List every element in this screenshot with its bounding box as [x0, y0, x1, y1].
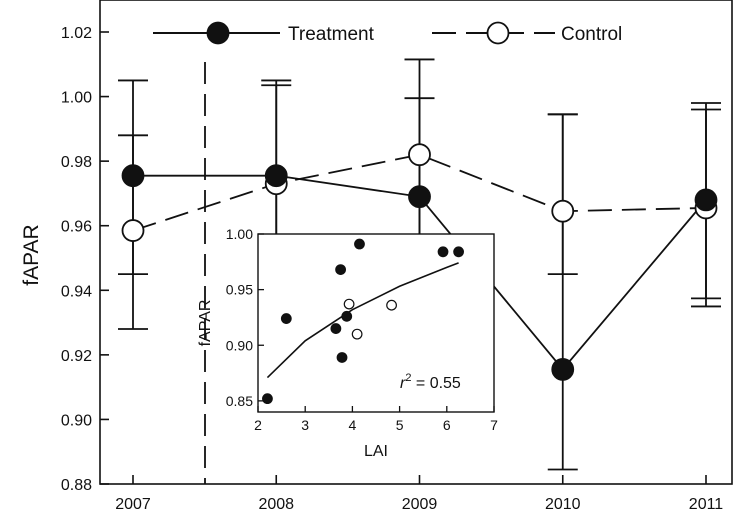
y-tick-label: 0.92	[61, 348, 92, 365]
main-axes: 0.88 0.90 0.92 0.94 0.96 0.98 1.00 1.02 2007 2008…	[61, 25, 723, 513]
x-tick-label: 2008	[258, 496, 294, 513]
inset-treatment-point	[453, 246, 465, 258]
legend: Treatment Control	[153, 21, 622, 45]
inset-r2-symbol: r	[400, 375, 406, 392]
legend-treatment-marker	[206, 21, 230, 45]
inset-points	[262, 238, 465, 405]
inset-control-point	[351, 328, 363, 340]
y-tick-label: 0.96	[61, 219, 92, 236]
inset-control-point	[386, 299, 397, 311]
control-point	[408, 143, 431, 167]
control-point	[121, 219, 145, 242]
treatment-point	[408, 185, 431, 209]
y-tick-label: 1.02	[61, 25, 92, 42]
treatment-point	[551, 357, 575, 381]
y-tick-label: 0.98	[61, 154, 92, 171]
inset-x-tick-label: 5	[396, 417, 404, 433]
inset-y-tick-label: 0.95	[226, 282, 253, 298]
treatment-point	[264, 164, 288, 188]
inset-treatment-point	[437, 246, 449, 258]
inset-treatment-point	[341, 310, 353, 322]
inset-x-tick-label: 4	[349, 417, 357, 433]
inset-treatment-point	[262, 393, 273, 405]
inset-control-point	[343, 298, 355, 310]
inset-treatment-point	[280, 313, 292, 324]
inset-y-tick-label: 1.00	[226, 226, 253, 242]
y-axis-title: fAPAR	[20, 224, 43, 285]
inset-r2-value: = 0.55	[411, 375, 460, 392]
inset-r2-exponent: 2	[405, 372, 411, 384]
inset-y-tick-label: 0.90	[226, 337, 253, 353]
x-tick-label: 2007	[115, 496, 151, 513]
inset-treatment-point	[330, 323, 342, 334]
treatment-point	[694, 188, 718, 212]
legend-control-label: Control	[561, 24, 622, 45]
x-tick-label: 2009	[402, 496, 438, 513]
inset-treatment-point	[335, 264, 347, 276]
control-point	[551, 199, 575, 223]
inset-fit-curve	[266, 262, 459, 379]
inset-x-axis-title: LAI	[364, 443, 388, 460]
x-tick-label: 2010	[545, 496, 581, 513]
y-tick-label: 1.00	[61, 90, 92, 107]
inset-y-axis-title: fAPAR	[197, 300, 214, 347]
y-tick-label: 0.88	[61, 477, 92, 494]
y-tick-label: 0.90	[61, 412, 92, 429]
x-tick-label: 2011	[689, 496, 724, 513]
control-series-line	[132, 153, 707, 232]
inset-x-tick-label: 3	[301, 417, 309, 433]
inset-frame	[257, 233, 495, 413]
main-plot-frame	[99, 0, 733, 485]
inset-x-tick-label: 6	[443, 417, 451, 433]
inset-y-tick-label: 0.85	[226, 393, 253, 409]
y-tick-label: 0.94	[61, 283, 92, 300]
inset-treatment-point	[354, 238, 365, 250]
inset-axes: 2 3 4 5 6 7 0.85 0.90 0.95 1.00	[226, 226, 498, 433]
inset-x-tick-label: 7	[490, 417, 498, 433]
inset-background	[230, 234, 494, 412]
legend-treatment-label: Treatment	[288, 24, 375, 45]
inset-r2-annotation: r2 = 0.55	[400, 372, 461, 392]
inset-x-tick-label: 2	[254, 417, 262, 433]
inset-chart: 2 3 4 5 6 70.850.900.951.00 LAI fAPAR r2 = 0.…	[197, 226, 498, 460]
legend-control-marker	[486, 21, 510, 45]
inset-treatment-point	[336, 352, 348, 363]
treatment-point	[121, 164, 145, 188]
